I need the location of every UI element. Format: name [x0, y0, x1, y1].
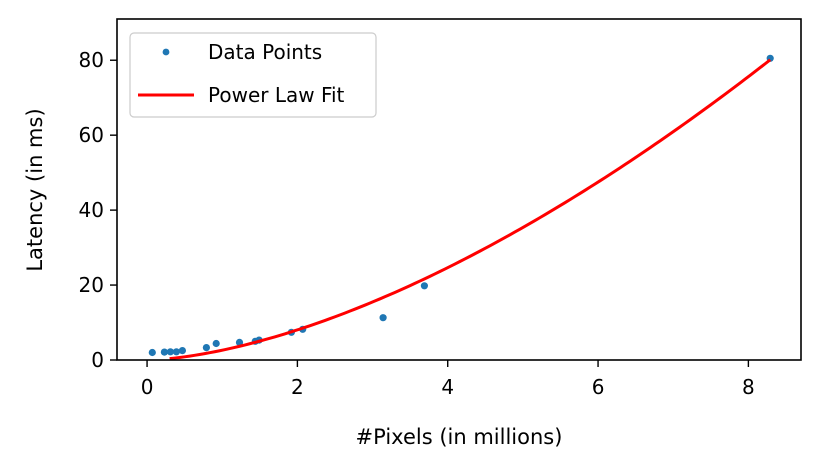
- data-point-4: [178, 347, 186, 355]
- x-tick-label-6: 6: [592, 375, 605, 399]
- x-tick-label-2: 2: [291, 375, 304, 399]
- y-tick-label-40: 40: [79, 198, 104, 222]
- x-axis-label: #Pixels (in millions): [356, 425, 563, 449]
- data-point-6: [212, 339, 220, 348]
- y-tick-label-20: 20: [79, 273, 104, 297]
- data-point-13: [420, 282, 428, 290]
- x-tick-label-4: 4: [441, 375, 454, 399]
- data-point-2: [166, 348, 174, 356]
- data-point-12: [379, 314, 387, 322]
- data-point-7: [235, 338, 244, 346]
- data-point-5: [202, 344, 210, 352]
- y-axis-label: Latency (in ms): [23, 108, 47, 271]
- legend: Data Points Power Law Fit: [129, 32, 377, 118]
- data-point-0: [148, 348, 156, 357]
- x-tick-label-0: 0: [141, 375, 154, 399]
- plot-area: [148, 54, 774, 361]
- plot-frame: [116, 18, 802, 361]
- power-law-fit-line: [169, 58, 772, 361]
- data-point-3: [172, 348, 180, 356]
- y-tick-label-0: 0: [91, 348, 104, 372]
- legend-marker-data-points: [162, 48, 170, 56]
- data-point-1: [160, 348, 168, 356]
- legend-label-data-points: Data Points: [208, 40, 322, 64]
- y-tick-label-60: 60: [79, 123, 104, 147]
- legend-label-power-law-fit: Power Law Fit: [208, 83, 345, 107]
- y-tick-label-80: 80: [79, 48, 104, 72]
- x-tick-label-8: 8: [742, 375, 755, 399]
